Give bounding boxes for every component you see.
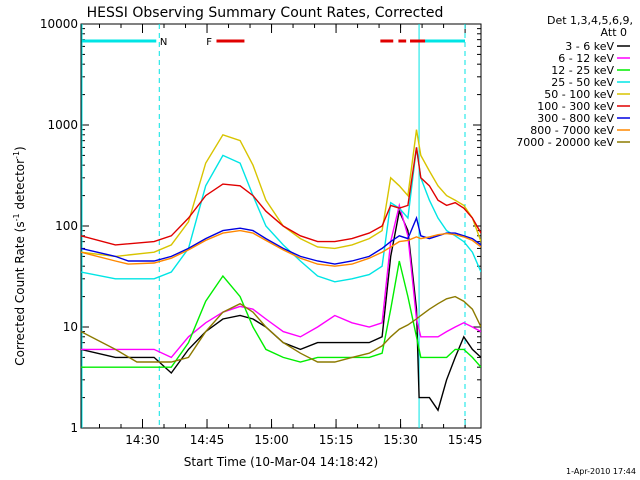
plot-area: 1 10 100 1000 10000 14:30 14:45 15:00 15:15 15:30… [40, 17, 630, 447]
x-tick-label: 15:45 [448, 433, 483, 447]
series-line [81, 260, 481, 368]
x-tick-label: 14:45 [190, 433, 225, 447]
legend-label: 7000 - 20000 keV [516, 136, 614, 149]
series-line [81, 295, 481, 363]
series-line [81, 202, 481, 359]
legend-label: 100 - 300 keV [537, 100, 614, 113]
x-tick-label: 15:00 [254, 433, 289, 447]
series-line [81, 229, 481, 267]
legend-label: 6 - 12 keV [558, 52, 614, 65]
y-tick-label: 10 [63, 320, 78, 334]
series-line [81, 215, 481, 265]
series-line [81, 129, 481, 258]
flag-label: F [206, 37, 212, 48]
y-tick-label: 1000 [47, 118, 78, 132]
series-line [81, 147, 481, 283]
series-line [81, 147, 481, 246]
legend-label: 300 - 800 keV [537, 112, 614, 125]
footer-date: 1-Apr-2010 17:44 [566, 467, 636, 476]
y-tick-label: 10000 [40, 17, 78, 31]
chart-title: HESSI Observing Summary Count Rates, Cor… [87, 5, 444, 21]
legend-label: 12 - 25 keV [551, 64, 614, 77]
y-axis-label: Corrected Count Rate (s-1 detector-1) [12, 146, 27, 365]
x-axis-label: Start Time (10-Mar-04 14:18:42) [184, 455, 378, 469]
legend-header-line-2: Att 0 [601, 26, 627, 39]
y-tick-label: 1 [70, 421, 78, 435]
legend-label: 25 - 50 keV [551, 76, 614, 89]
series-line [81, 208, 481, 412]
y-tick-label: 100 [55, 219, 78, 233]
legend-label: 50 - 100 keV [544, 88, 614, 101]
x-tick-label: 15:30 [383, 433, 418, 447]
x-tick-label: 15:15 [319, 433, 354, 447]
x-tick-label: 14:30 [125, 433, 160, 447]
legend-label: 800 - 7000 keV [530, 124, 614, 137]
legend-header-line-1: Det 1,3,4,5,6,9, [547, 14, 633, 27]
flag-label: N [160, 37, 167, 48]
legend-label: 3 - 6 keV [565, 40, 614, 53]
